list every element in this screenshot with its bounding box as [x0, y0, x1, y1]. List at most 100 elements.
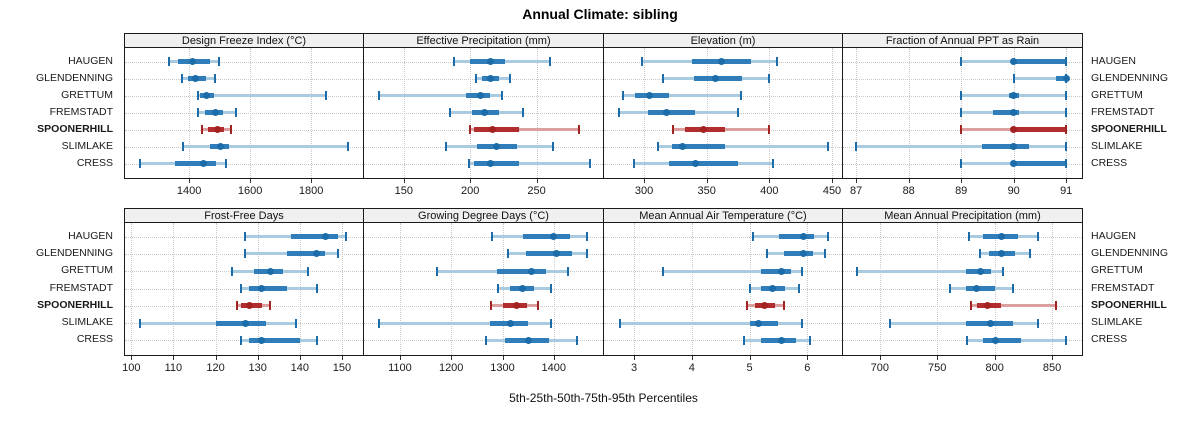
- median-dot: [986, 319, 994, 327]
- axis-tick-label: 5: [746, 362, 753, 374]
- median-dot: [506, 319, 514, 327]
- interval-5-95: [662, 269, 802, 273]
- site-label-left: FREMSTADT: [49, 281, 113, 294]
- median-dot: [977, 267, 985, 275]
- whisker-cap: [739, 91, 742, 100]
- interval-5-95: [856, 145, 1067, 148]
- axis-tick-label: 89: [955, 185, 968, 197]
- interval-25-75: [474, 161, 520, 166]
- site-label-right: SPOONERHILL: [1091, 122, 1167, 135]
- whisker-cap: [737, 108, 739, 117]
- panel-title: Elevation (m): [690, 34, 756, 47]
- axis-tick-label: 130: [248, 362, 267, 374]
- whisker-cap: [449, 108, 452, 117]
- whisker-cap: [640, 57, 643, 66]
- whisker-cap: [618, 318, 621, 328]
- whisker-cap: [474, 74, 477, 83]
- panel-title: Mean Annual Air Temperature (°C): [639, 209, 807, 222]
- median-dot: [777, 267, 785, 275]
- median-dot: [245, 302, 253, 310]
- axis-tick: [807, 356, 809, 360]
- axis-tick: [502, 356, 504, 360]
- axis-caption: 5th-25th-50th-75th-95th Percentiles: [509, 391, 698, 405]
- panel-plot: [363, 222, 604, 356]
- whisker-cap: [239, 284, 242, 293]
- whisker-cap: [235, 301, 238, 311]
- axis-tick-label: 88: [902, 185, 915, 197]
- axis-tick: [1013, 179, 1015, 183]
- whisker-cap: [827, 142, 830, 151]
- interval-5-95: [378, 94, 503, 97]
- axis-tick-label: 1800: [298, 185, 324, 197]
- whisker-cap: [578, 125, 581, 134]
- gridline-horizontal: [604, 253, 842, 255]
- axis-tick: [215, 356, 217, 360]
- whisker-cap: [229, 125, 232, 134]
- gridline-horizontal: [843, 305, 1082, 307]
- median-dot: [799, 233, 807, 241]
- gridline-horizontal: [604, 340, 842, 342]
- site-label-right: HAUGEN: [1091, 229, 1136, 242]
- gridline-horizontal: [125, 129, 363, 131]
- whisker-cap: [1012, 284, 1015, 293]
- panel-title: Growing Degree Days (°C): [418, 209, 549, 222]
- whisker-cap: [797, 284, 800, 293]
- panel-strip: Mean Annual Air Temperature (°C): [603, 208, 843, 223]
- panel-strip: Growing Degree Days (°C): [363, 208, 604, 223]
- whisker-cap: [960, 108, 963, 117]
- interval-5-95: [657, 145, 829, 148]
- whisker-cap: [490, 301, 493, 311]
- interval-5-95: [890, 321, 1039, 325]
- site-label-left: GLENDENNING: [35, 71, 113, 84]
- whisker-cap: [742, 335, 745, 345]
- median-dot: [718, 58, 726, 65]
- interval-5-95: [622, 94, 741, 97]
- whisker-cap: [968, 232, 971, 242]
- whisker-cap: [201, 125, 204, 134]
- gridline-horizontal: [125, 61, 363, 63]
- site-label-left: GLENDENNING: [35, 246, 113, 259]
- median-dot: [998, 233, 1006, 241]
- site-label-right: GLENDENNING: [1091, 246, 1169, 259]
- site-label-left: HAUGEN: [68, 54, 113, 67]
- axis-tick: [299, 356, 301, 360]
- panel-strip: Effective Precipitation (mm): [363, 33, 604, 48]
- median-dot: [712, 75, 719, 82]
- site-label-right: GRETTUM: [1091, 264, 1143, 277]
- axis-tick-label: 1200: [438, 362, 464, 374]
- site-label-left: GRETTUM: [61, 264, 113, 277]
- gridline-horizontal: [125, 253, 363, 255]
- interval-25-75: [523, 234, 571, 240]
- median-dot: [552, 250, 560, 258]
- whisker-cap: [548, 57, 551, 66]
- whisker-cap: [772, 159, 775, 168]
- median-dot: [754, 319, 762, 327]
- whisker-cap: [467, 159, 470, 168]
- whisker-cap: [501, 91, 504, 100]
- whisker-cap: [168, 57, 171, 66]
- axis-tick-label: 350: [697, 185, 716, 197]
- axis-tick-label: 150: [332, 362, 352, 374]
- whisker-cap: [377, 91, 380, 100]
- site-label-left: FREMSTADT: [49, 105, 113, 118]
- axis-tick-label: 140: [290, 362, 309, 374]
- site-label-right: GLENDENNING: [1091, 71, 1169, 84]
- median-dot: [481, 109, 489, 116]
- whisker-cap: [1065, 91, 1068, 100]
- panel-title: Effective Precipitation (mm): [416, 34, 551, 47]
- whisker-cap: [855, 142, 858, 151]
- median-dot: [1010, 92, 1018, 99]
- median-dot: [777, 336, 785, 344]
- interval-5-95: [470, 128, 580, 131]
- whisker-cap: [1037, 232, 1040, 242]
- whisker-cap: [138, 318, 141, 328]
- whisker-cap: [506, 249, 509, 259]
- median-dot: [992, 336, 1000, 344]
- median-dot: [1010, 160, 1018, 167]
- whisker-cap: [213, 74, 216, 83]
- interval-25-75: [249, 286, 288, 291]
- site-label-right: GRETTUM: [1091, 88, 1143, 101]
- whisker-cap: [1065, 159, 1068, 168]
- axis-tick-label: 87: [849, 185, 863, 197]
- whisker-cap: [1065, 142, 1068, 151]
